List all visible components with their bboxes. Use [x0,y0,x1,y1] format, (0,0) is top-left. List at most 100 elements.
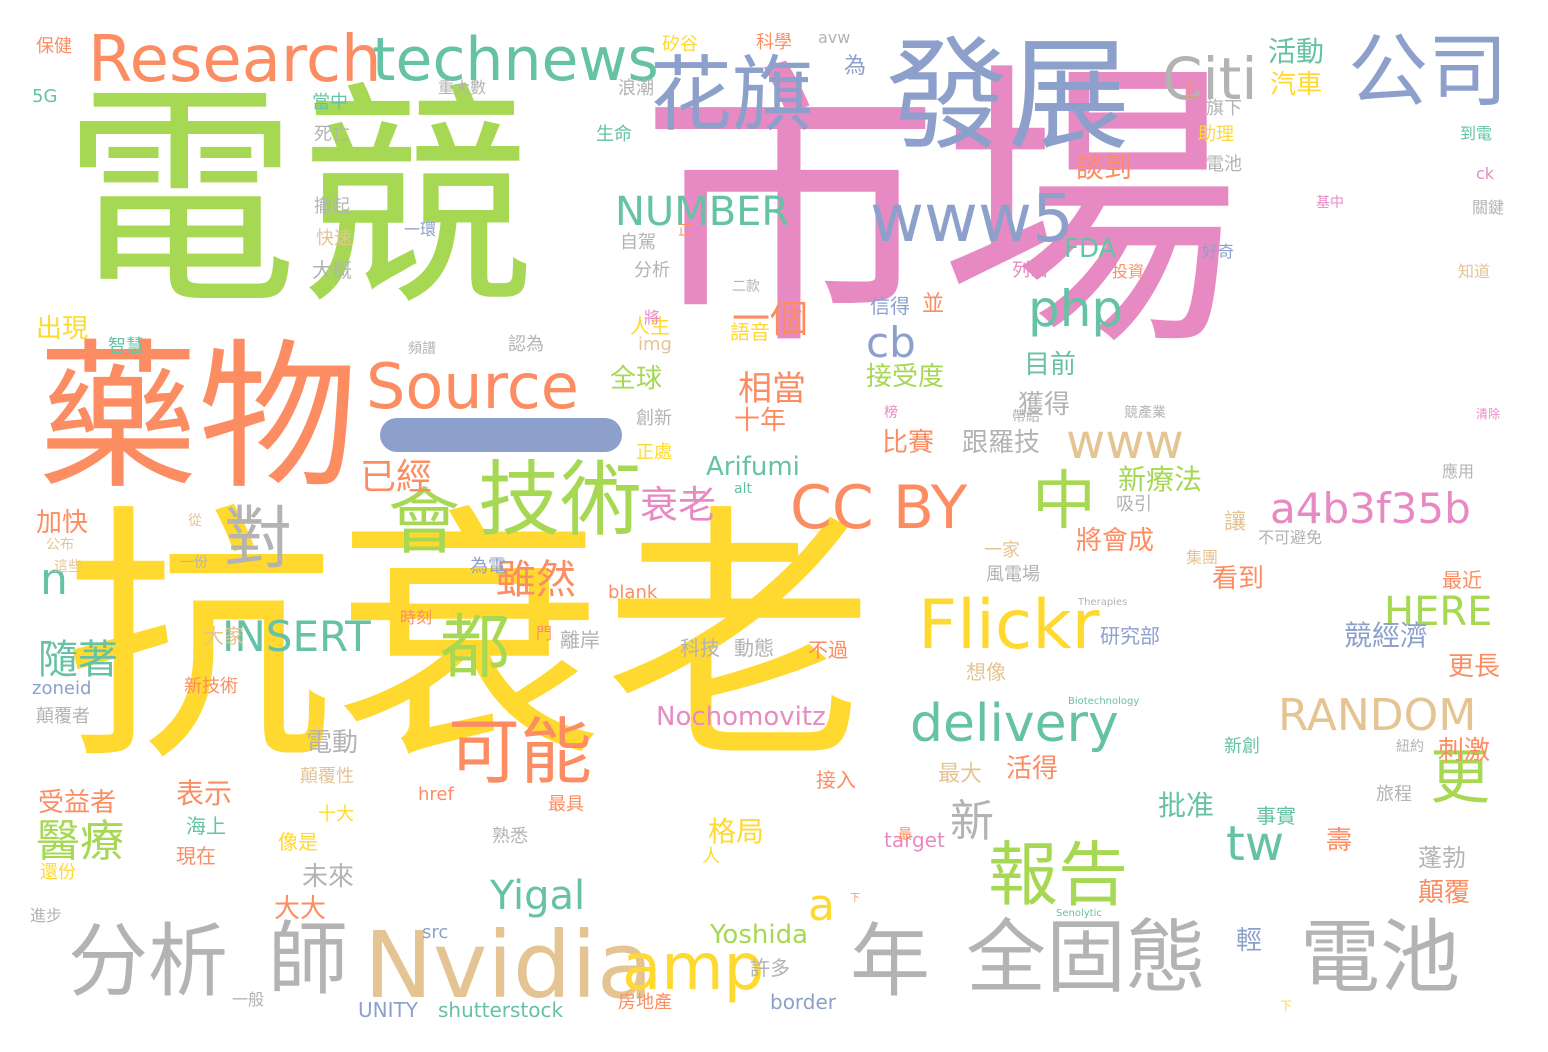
word-123: 時刻 [400,608,433,627]
word-18: 對 [224,500,293,579]
word-92: 一般 [232,990,265,1009]
word-7: technews [372,25,659,95]
word-44: Nochomovitz [656,702,826,732]
word-27: 可能 [448,710,593,794]
word-20: 中 [1032,465,1096,539]
word-138: 人生 [630,314,670,338]
word-45: Arifumi [706,452,800,482]
word-143: 語音 [730,320,770,344]
word-66: 比賽 [882,428,935,458]
word-85: 輕 [1236,926,1263,956]
word-131: alt [734,481,752,497]
word-75: 表示 [176,777,233,810]
word-141: 信得 [870,294,910,318]
word-87: shutterstock [438,998,564,1022]
word-134: img [638,334,672,355]
word-15: cb [866,318,916,367]
word-100: href [418,784,454,805]
word-46: 醫療 [36,816,124,867]
word-150: 撤起 [314,196,350,217]
word-70: 活得 [1006,754,1059,784]
word-163: 旗下 [1206,98,1242,119]
word-81: 刺激 [1438,736,1491,766]
word-60: FDA [1064,234,1117,264]
word-120: 動態 [734,636,774,660]
word-84: 壽 [1326,826,1353,856]
word-49: 衰老 [640,483,717,527]
word-133: 創新 [636,408,672,429]
word-22: a4b3f35b [1270,484,1471,533]
word-42: a [808,880,835,931]
word-78: 加快 [36,508,89,538]
word-157: 生命 [596,124,632,145]
word-186: Biotechnology [1068,696,1140,707]
word-124: 大家 [204,624,244,648]
word-166: 上 [1180,78,1200,102]
word-89: border [770,990,837,1014]
word-110: 最近 [1442,568,1482,592]
word-5: 發展 [886,25,1130,167]
word-28: delivery [910,694,1119,754]
word-162: 據 [864,106,881,125]
word-177: 競產業 [1124,405,1166,421]
word-32: Nvidia [364,912,654,1019]
word-14: php [1028,280,1124,338]
word-67: 跟羅技 [962,428,1041,458]
word-111: 研究部 [1100,624,1160,648]
word-43: Yoshida [710,920,809,950]
word-57: 活動 [1268,35,1325,68]
word-94: 還份 [40,862,76,883]
word-33: amp [622,931,765,1005]
word-47: 隨著 [38,637,118,683]
word-64: 獲得 [1018,390,1071,420]
word-101: 熟悉 [492,826,528,847]
word-109: 應用 [1442,462,1475,481]
word-161: 為 [844,54,867,79]
word-147: 一環 [404,220,437,239]
word-19: CC BY [790,473,968,543]
word-181: 公布 [46,537,74,553]
word-72: 電動 [306,728,359,758]
word-183: 人 [702,846,720,867]
word-95: 現在 [176,844,216,868]
word-104: target [884,828,945,852]
word-113: 吸引 [1116,494,1152,515]
word-122: 門 [536,624,553,643]
word-117: 想像 [966,660,1006,684]
word-82: 蓬勃 [1418,844,1466,872]
word-68: 將會成 [1076,526,1155,556]
word-61: 接受度 [866,362,945,392]
word-31: tw [1226,816,1285,872]
word-8: 花旗 [650,48,815,143]
word-103: 接入 [816,768,856,792]
word-38: 電池 [1300,911,1460,1004]
word-127: 顛覆者 [36,706,90,727]
word-135: 認為 [508,334,544,355]
word-136: 頻譜 [408,341,436,357]
word-59: 談到 [1076,151,1133,184]
word-77: 出現 [36,314,89,344]
word-176: 帶給 [1012,409,1040,425]
word-164: 助理 [1198,124,1234,145]
word-116: 風電場 [986,564,1040,585]
word-142: 並 [922,292,945,317]
word-188: 下 [1280,999,1293,1013]
word-86: 許多 [750,956,790,980]
word-148: 大概 [312,258,352,282]
word-4: 藥物 [38,324,359,511]
word-9: Citi [1162,45,1258,113]
word-35: 師 [268,913,348,1006]
word-50: 一個 [732,297,809,341]
word-165: 電池 [1206,154,1242,175]
word-79: 看到 [1212,564,1265,594]
word-16: 技術 [478,453,643,548]
word-152: 當中 [312,92,348,113]
word-24: 都 [440,606,510,688]
word-102: 最具 [548,794,584,815]
word-39: RANDOM [1278,690,1477,741]
word-37: 全固態 [966,911,1206,1004]
word-41: Yigal [490,873,586,919]
word-36: 年 [850,915,930,1008]
word-12: www5 [870,180,1074,257]
word-21: www [1066,414,1184,470]
